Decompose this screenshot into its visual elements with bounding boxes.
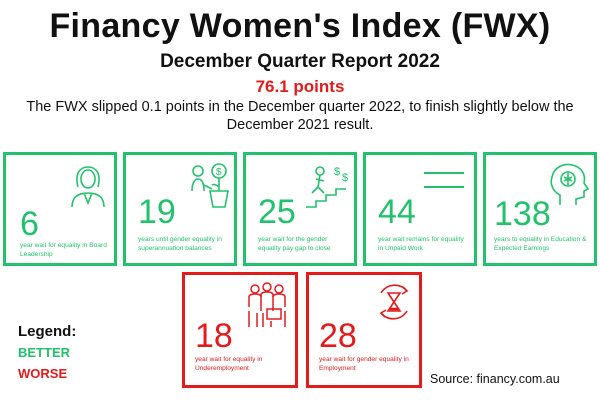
stat-caption: year wait remains for equality in Unpaid…: [378, 236, 464, 252]
svg-text:$: $: [342, 172, 348, 184]
svg-text:$: $: [216, 167, 222, 178]
stat-caption: year wait for equality in Board Leadersh…: [20, 242, 107, 258]
stat-card-superannuation: $ 19 years until gender equality in supe…: [123, 152, 237, 266]
page-title: Financy Women's Index (FWX): [49, 7, 551, 45]
stat-card-unpaid-work: 44 year wait remains for equality in Unp…: [363, 152, 477, 266]
workers-group-icon: [248, 282, 286, 327]
climbing-stairs-icon: $ $: [306, 166, 348, 208]
stat-caption: year wait for gender equality in Employm…: [319, 356, 409, 372]
stat-caption: years to equality in Education & Expecte…: [494, 236, 587, 252]
businesswoman-icon: [71, 166, 105, 208]
index-points: 76.1 points: [255, 77, 345, 96]
stat-card-underemployment: 18 year wait for equality in Underemploy…: [182, 272, 298, 388]
legend-better: BETTER: [18, 345, 70, 360]
equals-icon: [424, 172, 464, 188]
legend-worse: WORSE: [18, 366, 68, 381]
stat-caption: year wait for equality in Underemploymen…: [195, 356, 263, 372]
stat-value: 28: [319, 317, 357, 355]
brain-head-icon: [550, 163, 590, 205]
stat-card-board-leadership: 6 year wait for equality in Board Leader…: [3, 152, 117, 266]
stat-card-education: 138 years to equality in Education & Exp…: [483, 152, 597, 266]
stat-value: 138: [494, 195, 551, 233]
source-credit: Source: financy.com.au: [430, 372, 560, 386]
stat-value: 44: [378, 193, 416, 231]
stat-card-employment: 28 year wait for gender equality in Empl…: [306, 272, 422, 388]
stat-caption: years until gender equality in superannu…: [138, 236, 222, 252]
stat-card-pay-gap: $ $ 25 year wait for the gender equality…: [243, 152, 357, 266]
svg-text:$: $: [334, 166, 340, 178]
stat-value: 6: [20, 205, 39, 243]
report-subtitle: December Quarter Report 2022: [160, 51, 440, 72]
stat-value: 19: [138, 193, 176, 231]
stat-value: 18: [195, 317, 233, 355]
stat-value: 25: [258, 193, 296, 231]
stat-caption: year wait for the gender equality pay ga…: [258, 236, 331, 252]
legend-title: Legend:: [18, 323, 77, 340]
hourglass-cycle-icon: [379, 284, 409, 320]
summary-text: The FWX slipped 0.1 points in the Decemb…: [26, 99, 574, 133]
money-plant-icon: $: [191, 163, 229, 208]
